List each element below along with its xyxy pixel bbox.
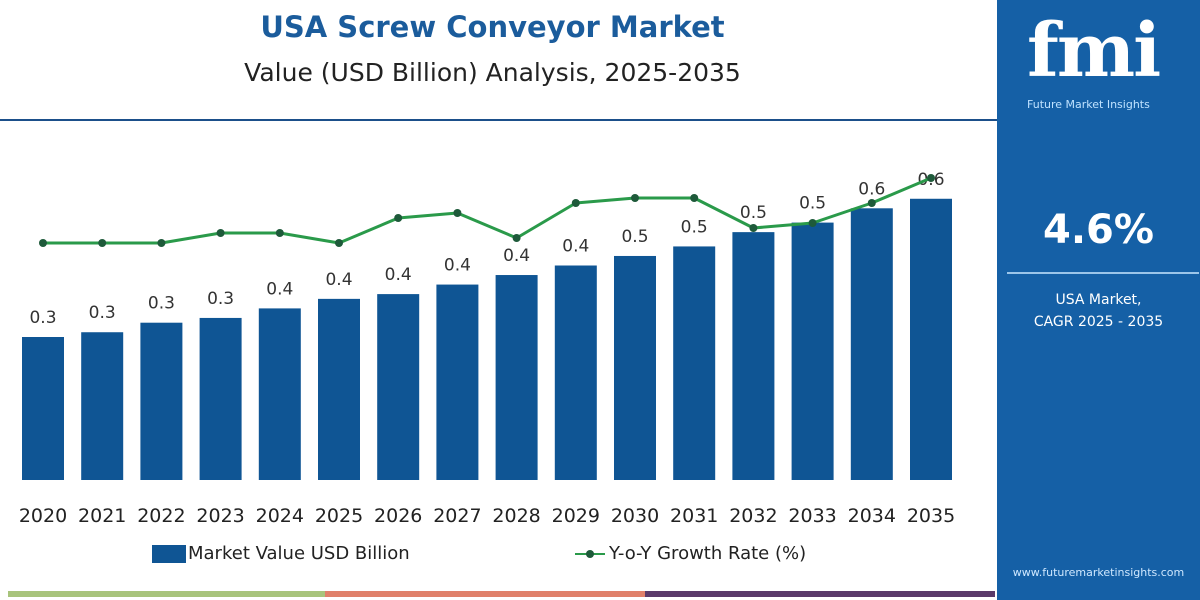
- legend-item-bar: Market Value USD Billion: [152, 543, 410, 564]
- growth-point: [631, 194, 639, 202]
- logo-subtitle: Future Market Insights: [1027, 98, 1150, 111]
- growth-point: [808, 219, 817, 227]
- x-tick-label: 2033: [788, 505, 836, 527]
- panel-divider: [1007, 272, 1199, 274]
- footer-strip-purple: [645, 591, 995, 597]
- bar: [199, 317, 242, 480]
- bar-value-label: 0.4: [562, 237, 589, 257]
- fmi-logo: fmi: [1027, 8, 1161, 94]
- bar-value-label: 0.4: [385, 265, 412, 285]
- x-tick-label: 2027: [433, 505, 481, 527]
- growth-point: [157, 239, 166, 247]
- bar: [436, 284, 479, 480]
- bar-value-label: 0.5: [621, 227, 648, 247]
- bar-value-label: 0.3: [148, 294, 175, 314]
- bar-value-label: 0.5: [740, 203, 767, 223]
- growth-point: [690, 194, 699, 202]
- chart-subtitle: Value (USD Billion) Analysis, 2025-2035: [244, 58, 741, 87]
- chart-title: USA Screw Conveyor Market: [260, 10, 725, 44]
- growth-point: [275, 229, 284, 237]
- x-tick-label: 2032: [729, 505, 777, 527]
- x-tick-label: 2031: [670, 505, 718, 527]
- growth-point: [39, 239, 47, 247]
- x-tick-label: 2023: [196, 505, 244, 527]
- x-tick-label: 2030: [611, 505, 659, 527]
- x-tick-label: 2025: [315, 505, 363, 527]
- bar: [377, 294, 420, 480]
- growth-point: [867, 199, 876, 207]
- legend-bar-label: Market Value USD Billion: [188, 543, 410, 564]
- legend-bar-swatch: [152, 544, 186, 563]
- x-tick-label: 2029: [552, 505, 600, 527]
- cagr-period-label: CAGR 2025 - 2035: [1033, 314, 1164, 330]
- growth-point: [335, 239, 343, 247]
- bar-value-label: 0.5: [799, 194, 826, 214]
- bar: [850, 208, 893, 481]
- growth-point: [453, 209, 462, 217]
- bar-value-label: 0.4: [266, 279, 293, 299]
- growth-point: [394, 214, 403, 222]
- market-label: USA Market,: [1055, 292, 1142, 308]
- x-tick-label: 2024: [256, 505, 304, 527]
- footer-strip-green: [8, 591, 325, 597]
- bar-value-label: 0.5: [681, 217, 708, 237]
- growth-point: [512, 234, 521, 242]
- cagr-value: 4.6%: [1043, 207, 1154, 253]
- bar: [140, 322, 183, 480]
- bar: [258, 308, 301, 480]
- growth-point: [749, 224, 758, 232]
- x-tick-label: 2035: [907, 505, 955, 527]
- bar: [673, 246, 716, 480]
- bar-value-label: 0.6: [858, 179, 885, 199]
- bar: [495, 275, 538, 480]
- chart-plot: 0.3 2020 0.3 2021 0.3 2022 0.3 2023 0.4 2024 0.4 20…: [19, 170, 955, 527]
- legend-line-swatch: [573, 545, 607, 563]
- growth-point: [98, 239, 107, 247]
- x-tick-label: 2028: [492, 505, 540, 527]
- x-tick-label: 2026: [374, 505, 422, 527]
- legend-item-line: Y-o-Y Growth Rate (%): [573, 543, 806, 564]
- bar: [81, 332, 124, 480]
- bar-value-label: 0.4: [444, 256, 471, 276]
- bar-value-label: 0.3: [29, 308, 56, 328]
- bar: [614, 255, 656, 480]
- bar: [732, 232, 775, 480]
- bar: [554, 265, 597, 480]
- x-tick-label: 2022: [137, 505, 185, 527]
- website-link[interactable]: www.futuremarketinsights.com: [1012, 566, 1185, 579]
- bar-value-label: 0.4: [325, 270, 352, 290]
- bar-value-label: 0.3: [89, 303, 116, 323]
- x-tick-label: 2034: [848, 505, 896, 527]
- side-panel: fmi Future Market Insights 4.6% USA Mark…: [997, 0, 1200, 600]
- bar: [22, 337, 64, 480]
- growth-point: [571, 199, 580, 207]
- bar: [318, 298, 360, 480]
- growth-line: [43, 176, 932, 245]
- x-tick-label: 2021: [78, 505, 126, 527]
- bar: [791, 222, 834, 480]
- growth-point: [927, 174, 935, 182]
- x-tick-label: 2020: [19, 505, 67, 527]
- divider: [0, 119, 997, 121]
- footer-strip-red: [325, 591, 645, 597]
- bar-value-label: 0.3: [207, 289, 234, 309]
- growth-point: [216, 229, 225, 237]
- legend-line-label: Y-o-Y Growth Rate (%): [609, 543, 807, 564]
- bar-value-label: 0.4: [503, 246, 530, 266]
- bar: [910, 198, 952, 480]
